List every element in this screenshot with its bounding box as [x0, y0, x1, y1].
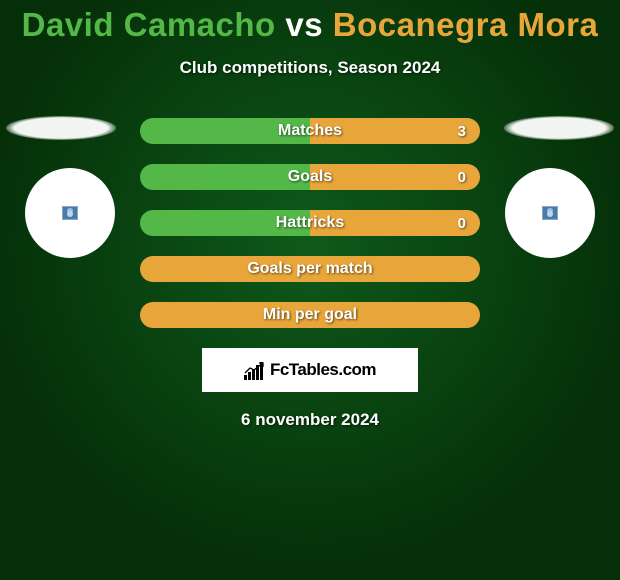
chart-icon — [244, 360, 266, 380]
stat-label: Hattricks — [276, 214, 344, 232]
stat-row: Min per goal — [140, 302, 480, 328]
comparison-title: David Camacho vs Bocanegra Mora — [0, 0, 620, 44]
stat-label: Min per goal — [263, 306, 357, 324]
stat-value-right: 3 — [458, 123, 466, 140]
content-area: Matches 3 Goals 0 Hattricks 0 Goals per match M… — [0, 118, 620, 430]
stat-row: Matches 3 — [140, 118, 480, 144]
trend-line-icon — [244, 362, 264, 374]
stat-value-right: 0 — [458, 215, 466, 232]
vs-separator: vs — [285, 6, 323, 43]
player2-name: Bocanegra Mora — [333, 6, 599, 43]
stat-row: Goals 0 — [140, 164, 480, 190]
stat-label: Goals — [288, 168, 332, 186]
team2-badge — [505, 168, 595, 258]
subtitle: Club competitions, Season 2024 — [0, 58, 620, 78]
stats-container: Matches 3 Goals 0 Hattricks 0 Goals per match M… — [140, 118, 480, 328]
stat-value-right: 0 — [458, 169, 466, 186]
branding-box: FcTables.com — [202, 348, 418, 392]
player2-silhouette — [504, 116, 614, 140]
date-text: 6 november 2024 — [0, 410, 620, 430]
team1-icon — [62, 206, 78, 220]
stat-label: Matches — [278, 122, 342, 140]
player1-name: David Camacho — [22, 6, 276, 43]
branding-content: FcTables.com — [244, 360, 376, 380]
stat-row: Hattricks 0 — [140, 210, 480, 236]
team1-badge — [25, 168, 115, 258]
stat-row: Goals per match — [140, 256, 480, 282]
branding-text: FcTables.com — [270, 360, 376, 380]
player1-silhouette — [6, 116, 116, 140]
team2-icon — [542, 206, 558, 220]
stat-label: Goals per match — [247, 260, 372, 278]
